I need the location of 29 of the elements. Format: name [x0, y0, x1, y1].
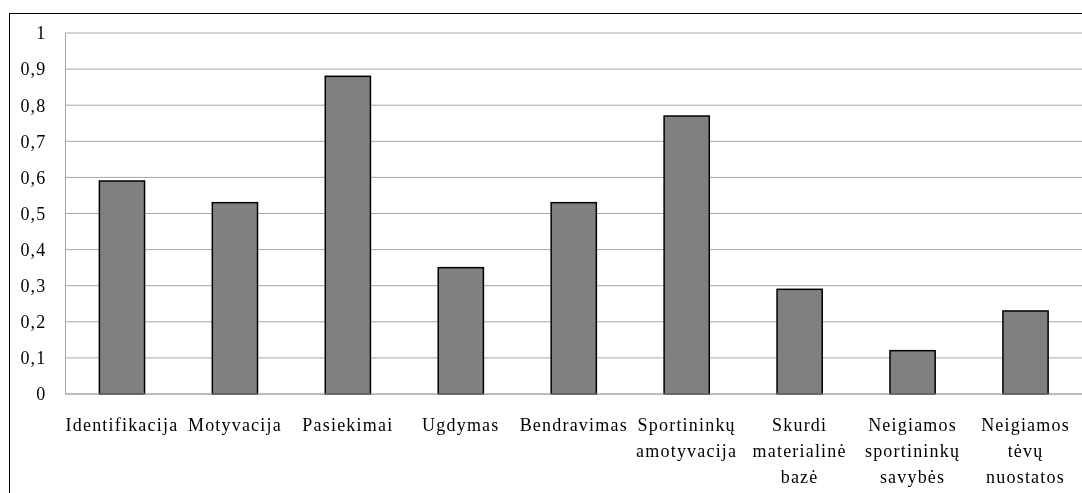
- bar: [1002, 310, 1049, 395]
- bar: [324, 75, 372, 395]
- bar: [889, 349, 936, 395]
- x-tick-label: Skurdi materialinė bazė: [752, 415, 847, 487]
- x-tick-label: Motyvacija: [187, 415, 282, 435]
- bar: [98, 180, 146, 395]
- bar: [211, 201, 259, 395]
- x-tick-label: Neigiamos sportininkų savybės: [864, 415, 961, 487]
- bar: [437, 266, 485, 395]
- y-tick-label: 0,1: [20, 348, 47, 369]
- bar: [776, 288, 823, 395]
- x-tick-label: Identifikacija: [65, 415, 179, 435]
- y-tick-label: 1: [36, 23, 47, 44]
- y-tick-label: 0,8: [20, 95, 47, 116]
- x-tick-label: Ugdymas: [422, 415, 500, 435]
- bar: [663, 115, 711, 395]
- x-tick-label: Sportininkų amotyvacija: [636, 415, 738, 461]
- y-tick-label: 0: [36, 384, 47, 405]
- y-tick-label: 0,2: [20, 312, 47, 333]
- y-tick-label: 0,6: [20, 167, 47, 188]
- y-tick-label: 0,4: [20, 239, 47, 260]
- bar: [550, 201, 598, 395]
- y-tick-label: 0,5: [20, 203, 47, 224]
- y-tick-label: 0,7: [20, 131, 47, 152]
- y-tick-label: 0,3: [20, 276, 47, 296]
- x-tick-label: Neigiamos tėvų nuostatos: [981, 415, 1070, 487]
- y-tick-label: 0,9: [20, 59, 47, 80]
- x-tick-label: Bendravimas: [519, 415, 628, 435]
- x-tick-label: Pasiekimai: [302, 415, 394, 435]
